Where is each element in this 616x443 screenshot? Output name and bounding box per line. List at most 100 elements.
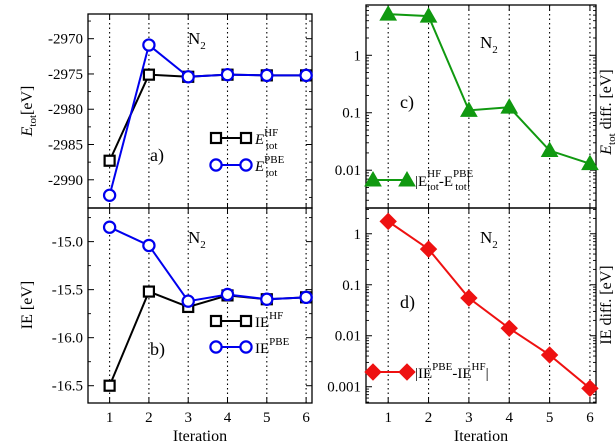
- data-point: [260, 292, 274, 306]
- molecule-subscript: 2: [492, 239, 498, 251]
- legend-marker: [239, 314, 253, 328]
- x-tick-label: 5: [263, 410, 271, 426]
- legend-part: -E: [439, 174, 453, 190]
- molecule-annotation: N2: [480, 33, 498, 56]
- plot-frame: [365, 207, 597, 404]
- panel-label: a): [150, 145, 164, 166]
- legend-superscript: HF: [472, 361, 486, 373]
- data-point: [220, 287, 235, 302]
- legend-symbol: IE: [255, 315, 269, 331]
- y-axis-unit: diff. [eV]: [598, 69, 615, 133]
- data-point: [220, 67, 235, 82]
- x-tick-label: 6: [302, 410, 310, 426]
- y-axis-label: Etot[eV]: [19, 86, 39, 138]
- legend-superscript: PBE: [432, 361, 452, 373]
- y-axis-subscript: tot: [27, 115, 39, 127]
- legend-label: EHF tot: [254, 127, 278, 152]
- x-tick-label: 2: [145, 410, 153, 426]
- legend-marker: [239, 158, 253, 172]
- legend-part: |: [486, 366, 489, 382]
- y-axis-symbol: E: [19, 126, 36, 137]
- data-point: [181, 70, 195, 84]
- legend-marker: [209, 314, 223, 328]
- y-axis-text: IE diff. [eV]: [598, 265, 615, 344]
- legend-marker: [398, 363, 416, 381]
- molecule-name: N: [480, 33, 492, 52]
- legend-label: |IEPBE-IEHF|: [415, 361, 489, 382]
- legend-symbol: IE: [255, 341, 269, 357]
- molecule-name: N: [188, 29, 200, 48]
- data-point: [379, 5, 398, 21]
- x-tick-label: 5: [546, 410, 554, 426]
- legend-subscript: tot: [266, 140, 278, 152]
- legend-part: |E: [415, 174, 427, 190]
- legend-label: IEHF: [255, 310, 283, 331]
- data-point: [142, 68, 156, 81]
- data-point: [581, 379, 599, 398]
- legend-part: |: [467, 174, 470, 190]
- legend-subscript: tot: [266, 167, 278, 179]
- legend-marker: [209, 158, 223, 172]
- x-tick-label: 3: [465, 410, 473, 426]
- data-point: [460, 289, 478, 307]
- data-point: [540, 346, 559, 364]
- series-line: [387, 220, 591, 390]
- data-point: [142, 38, 156, 52]
- y-tick-label: 0.01: [335, 329, 361, 345]
- x-axis-label: Iteration: [173, 428, 227, 443]
- legend-superscript: PBE: [264, 154, 284, 166]
- molecule-annotation: N2: [480, 228, 498, 251]
- data-point: [181, 294, 195, 308]
- data-point: [500, 319, 518, 338]
- y-tick-label: -16.0: [52, 331, 83, 347]
- panel-label: b): [150, 339, 165, 360]
- y-tick-label: -2975: [48, 67, 83, 83]
- molecule-name: N: [480, 228, 492, 247]
- legend-superscript: PBE: [453, 168, 473, 180]
- x-tick-label: 2: [425, 410, 433, 426]
- y-tick-label: -15.5: [52, 283, 83, 299]
- data-point: [299, 290, 313, 305]
- molecule-subscript: 2: [492, 44, 498, 56]
- y-tick-label: 0.1: [342, 278, 361, 294]
- legend-marker: [209, 131, 223, 145]
- molecule-annotation: N2: [188, 228, 206, 251]
- data-point: [460, 101, 478, 117]
- y-axis-label: Etot diff. [eV]: [598, 69, 616, 156]
- y-axis-text: IE [eV]: [19, 281, 36, 329]
- legend-superscript: HF: [427, 168, 441, 180]
- panel-label: c): [400, 92, 414, 113]
- data-point: [142, 285, 156, 298]
- legend-part: |IE: [415, 366, 432, 382]
- panel-label: d): [400, 292, 415, 313]
- legend-marker: [364, 170, 382, 187]
- legend-superscript: HF: [269, 310, 283, 322]
- data-point: [260, 68, 274, 83]
- x-axis-label: Iteration: [454, 428, 508, 443]
- data-point: [102, 220, 117, 234]
- y-axis-symbol: E: [598, 145, 615, 156]
- legend-symbol: E: [254, 159, 264, 175]
- legend-part: -IE: [452, 366, 471, 382]
- data-point: [142, 238, 156, 253]
- y-tick-label: -2985: [48, 138, 83, 154]
- y-axis-unit: [eV]: [19, 86, 36, 115]
- legend-marker: [364, 363, 382, 381]
- y-axis-label: IE [eV]: [19, 281, 36, 329]
- molecule-subscript: 2: [200, 239, 206, 251]
- legend-superscript: PBE: [269, 336, 289, 348]
- panel-ie: 1 2 3 4 5 6Iteration-15.0-15.5-16.0-16.5N2b)I…: [19, 207, 313, 443]
- legend-marker: [239, 340, 253, 354]
- panel-iediff: 1 2 3 4 5 6Iteration10.10.010.001N2d)|IEPBE-I…: [327, 207, 615, 443]
- series-line: [109, 226, 307, 303]
- data-point: [299, 68, 313, 83]
- y-tick-label: 0.001: [327, 380, 361, 396]
- series-line: [388, 13, 591, 165]
- x-tick-label: 6: [586, 410, 594, 426]
- data-point: [102, 188, 117, 203]
- plot-frame: [87, 207, 313, 404]
- y-axis-label: IE diff. [eV]: [598, 265, 615, 344]
